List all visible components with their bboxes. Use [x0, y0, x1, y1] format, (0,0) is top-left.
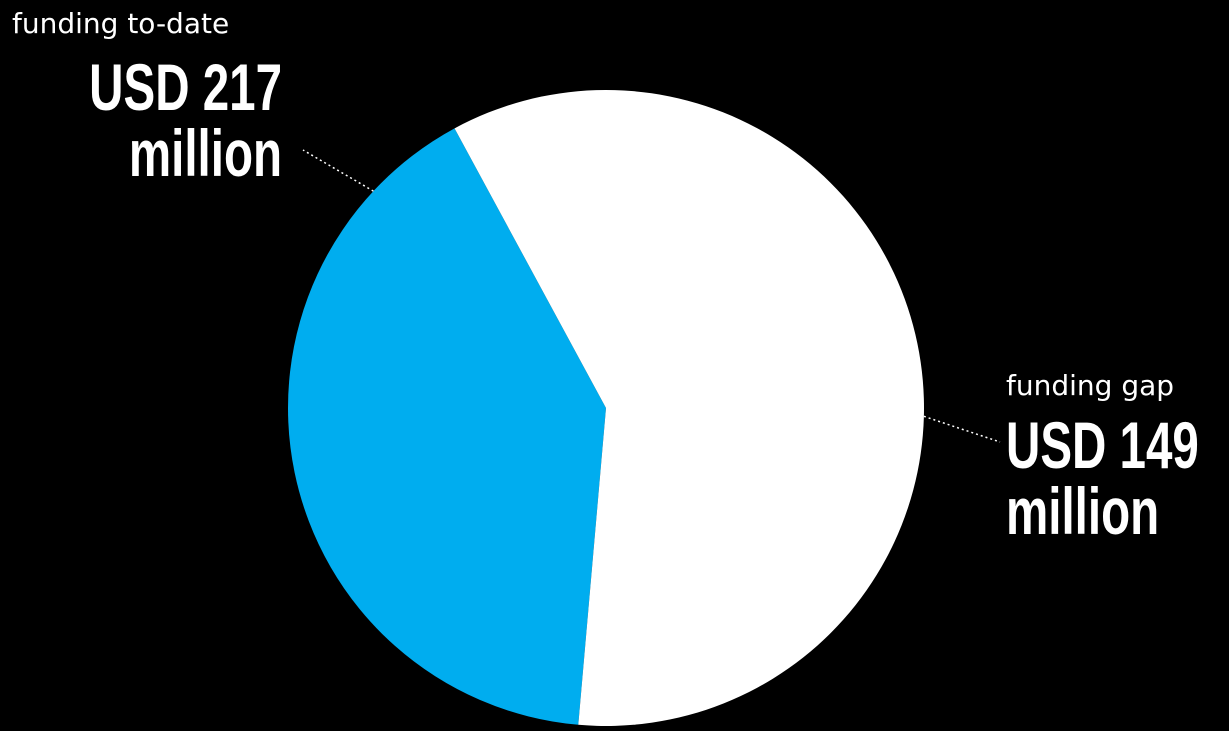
slice-amount-unit-to-date: million — [128, 116, 282, 190]
pie-slice-funding-to-date — [454, 89, 925, 726]
slice-amount-to-date: USD 217 — [89, 50, 282, 124]
slice-caption-gap: funding gap — [1006, 369, 1175, 402]
slice-caption-to-date: funding to-date — [12, 7, 230, 40]
slice-amount-gap: USD 149 — [1006, 408, 1199, 482]
label-funding-gap: funding gap USD 149 million — [1006, 369, 1228, 548]
pie-slices — [288, 89, 925, 726]
label-funding-to-date: funding to-date USD 217 million — [12, 7, 282, 190]
leader-lines — [302, 149, 1001, 443]
leader-line-to-date — [302, 149, 374, 192]
slice-amount-unit-gap: million — [1006, 474, 1160, 548]
pie-slice-funding-gap — [288, 128, 606, 725]
leader-line-gap — [923, 415, 1001, 443]
